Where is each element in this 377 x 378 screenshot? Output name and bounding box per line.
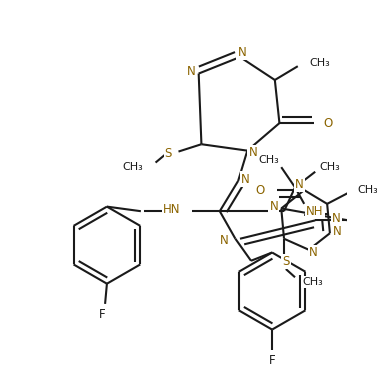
Text: N: N bbox=[295, 178, 304, 191]
Text: HN: HN bbox=[163, 203, 180, 216]
Text: N: N bbox=[187, 65, 196, 78]
Text: O: O bbox=[256, 184, 265, 197]
Text: N: N bbox=[238, 46, 246, 59]
Text: NH: NH bbox=[306, 205, 323, 218]
Text: CH₃: CH₃ bbox=[259, 155, 279, 165]
Text: CH₃: CH₃ bbox=[302, 277, 323, 287]
Text: F: F bbox=[99, 308, 106, 321]
Text: N: N bbox=[270, 200, 278, 213]
Text: CH₃: CH₃ bbox=[123, 162, 144, 172]
Text: CH₃: CH₃ bbox=[320, 162, 340, 172]
Text: N: N bbox=[309, 246, 318, 259]
Text: F: F bbox=[269, 354, 276, 367]
Text: N: N bbox=[241, 173, 250, 186]
Text: N: N bbox=[220, 234, 229, 247]
Text: N: N bbox=[248, 146, 257, 159]
Text: CH₃: CH₃ bbox=[357, 185, 377, 195]
Text: O: O bbox=[323, 117, 333, 130]
Text: S: S bbox=[165, 147, 172, 160]
Text: N: N bbox=[333, 225, 342, 238]
Text: CH₃: CH₃ bbox=[310, 59, 331, 68]
Text: S: S bbox=[282, 255, 290, 268]
Text: N: N bbox=[332, 212, 341, 225]
